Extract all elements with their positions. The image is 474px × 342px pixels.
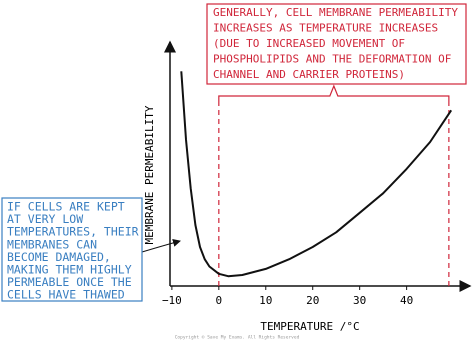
- x-tick-label: 30: [353, 294, 366, 307]
- annotation-text: CELLS HAVE THAWED: [7, 288, 125, 302]
- annotation-text: (DUE TO INCREASED MOVEMENT OF: [213, 37, 405, 50]
- annotation-text: GENERALLY, CELL MEMBRANE PERMEABILITY: [213, 6, 458, 19]
- annotation-text: IF CELLS ARE KEPT: [7, 200, 125, 214]
- annotation-box: [206, 3, 467, 85]
- annotation-text: MEMBRANES CAN: [7, 237, 97, 251]
- annotation-box: [1, 197, 143, 302]
- annotation-text: TEMPERATURES, THEIR: [7, 225, 139, 239]
- annotation-text: BECOME DAMAGED,: [7, 250, 111, 264]
- annotation-text: INCREASES AS TEMPERATURE INCREASES: [213, 22, 438, 35]
- x-tick-label: 0: [216, 294, 223, 307]
- pointer-arrow: [141, 239, 181, 253]
- annotation-text: MAKING THEM HIGHLY: [7, 263, 132, 277]
- x-tick-label: 40: [400, 294, 413, 307]
- x-tick-label: −10: [162, 294, 182, 307]
- annotation-text: CHANNEL AND CARRIER PROTEINS): [213, 68, 405, 81]
- y-axis-label: MEMBRANE PERMEABILITY: [143, 105, 156, 244]
- range-brace: [218, 84, 450, 102]
- annotation-text: PHOSPHOLIPIDS AND THE DEFORMATION OF: [213, 53, 451, 66]
- annotation-text: AT VERY LOW: [7, 212, 83, 226]
- x-tick-label: 20: [306, 294, 319, 307]
- curve: [180, 71, 453, 278]
- x-axis-label: TEMPERATURE /°C: [260, 320, 359, 333]
- annotation-text: PERMEABLE ONCE THE: [7, 275, 132, 289]
- x-tick-label: 10: [259, 294, 272, 307]
- footer: Copyright © Save My Exams. All Rights Re…: [175, 335, 300, 341]
